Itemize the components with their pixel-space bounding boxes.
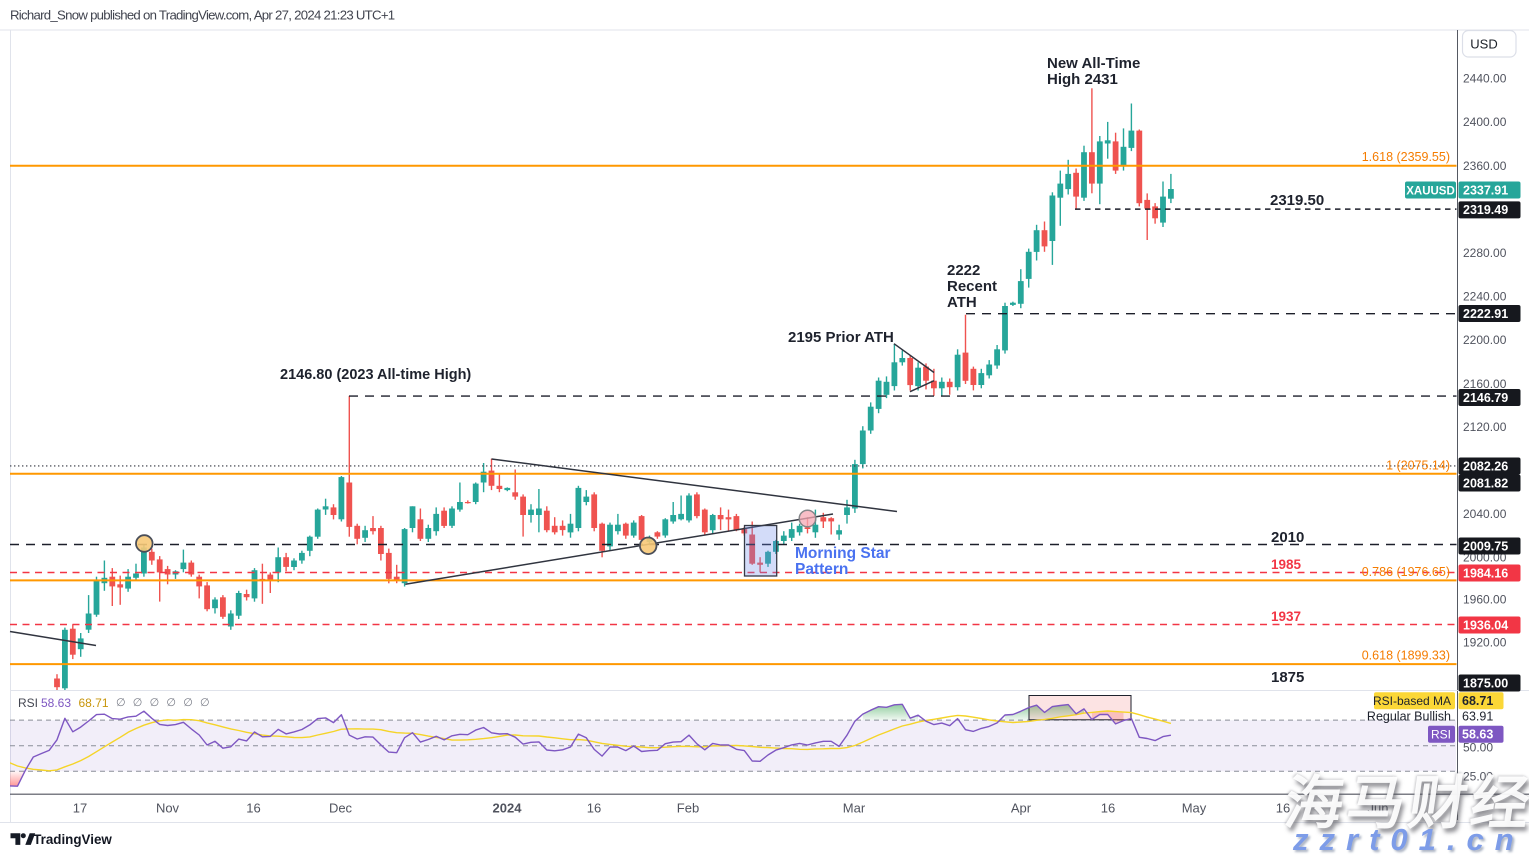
- svg-text:2120.00: 2120.00: [1463, 420, 1507, 434]
- svg-text:1937: 1937: [1271, 609, 1301, 624]
- svg-text:RSI-based MA: RSI-based MA: [1373, 694, 1451, 708]
- svg-text:2440.00: 2440.00: [1463, 72, 1507, 86]
- svg-text:XAUUSD: XAUUSD: [1406, 185, 1455, 197]
- svg-text:1936.04: 1936.04: [1463, 618, 1508, 632]
- svg-text:RSI: RSI: [1431, 728, 1451, 742]
- svg-text:2400.00: 2400.00: [1463, 115, 1507, 129]
- svg-text:1875.00: 1875.00: [1463, 676, 1508, 690]
- svg-text:2319.49: 2319.49: [1463, 203, 1508, 217]
- svg-text:1.618 (2359.55): 1.618 (2359.55): [1362, 150, 1450, 164]
- svg-text:Apr: Apr: [1011, 801, 1032, 816]
- svg-text:1920.00: 1920.00: [1463, 636, 1507, 650]
- svg-text:∅: ∅: [150, 697, 160, 709]
- svg-text:2195 Prior ATH: 2195 Prior ATH: [788, 329, 894, 346]
- svg-text:New All-Time: New All-Time: [1047, 55, 1140, 72]
- svg-text:Jun: Jun: [1368, 801, 1389, 816]
- svg-text:2024: 2024: [493, 801, 523, 816]
- svg-text:16: 16: [1276, 801, 1290, 816]
- svg-text:∅: ∅: [166, 697, 176, 709]
- svg-text:2222: 2222: [947, 262, 980, 279]
- svg-text:2319.50: 2319.50: [1270, 192, 1324, 209]
- svg-text:2081.82: 2081.82: [1463, 476, 1508, 490]
- svg-text:0.618 (1899.33): 0.618 (1899.33): [1362, 649, 1450, 663]
- svg-text:68.71: 68.71: [1462, 694, 1493, 708]
- svg-text:2360.00: 2360.00: [1463, 159, 1507, 173]
- svg-text:58.63: 58.63: [1462, 728, 1493, 742]
- svg-text:2200.00: 2200.00: [1463, 333, 1507, 347]
- svg-text:1960.00: 1960.00: [1463, 593, 1507, 607]
- svg-text:2280.00: 2280.00: [1463, 246, 1507, 260]
- svg-text:2146.79: 2146.79: [1463, 391, 1508, 405]
- svg-text:2146.80 (2023 All-time High): 2146.80 (2023 All-time High): [280, 367, 471, 383]
- svg-text:Morning Star: Morning Star: [795, 545, 891, 562]
- svg-text:Nov: Nov: [156, 801, 180, 816]
- svg-text:Richard_Snow published on Trad: Richard_Snow published on TradingView.co…: [10, 8, 395, 23]
- svg-text:Mar: Mar: [843, 801, 866, 816]
- svg-text:Recent: Recent: [947, 278, 997, 295]
- svg-text:Regular Bullish: Regular Bullish: [1367, 710, 1451, 724]
- svg-text:1984.16: 1984.16: [1463, 566, 1508, 580]
- svg-text:∅: ∅: [200, 697, 210, 709]
- svg-text:68.71: 68.71: [79, 696, 109, 710]
- svg-text:High 2431: High 2431: [1047, 71, 1118, 88]
- svg-text:25.00: 25.00: [1463, 770, 1493, 784]
- svg-text:16: 16: [587, 801, 601, 816]
- svg-text:USD: USD: [1470, 36, 1497, 51]
- svg-text:1 (2075.14): 1 (2075.14): [1386, 459, 1450, 473]
- svg-text:2040.00: 2040.00: [1463, 507, 1507, 521]
- svg-text:∅: ∅: [116, 697, 126, 709]
- svg-text:2160.00: 2160.00: [1463, 377, 1507, 391]
- svg-text:Pattern: Pattern: [795, 561, 848, 578]
- svg-text:Dec: Dec: [329, 801, 353, 816]
- svg-text:16: 16: [1101, 801, 1115, 816]
- svg-text:∅: ∅: [133, 697, 143, 709]
- svg-text:Feb: Feb: [677, 801, 699, 816]
- svg-text:2337.91: 2337.91: [1463, 183, 1508, 197]
- svg-text:2010: 2010: [1271, 529, 1304, 546]
- svg-text:1875: 1875: [1271, 669, 1304, 686]
- svg-text:RSI: RSI: [18, 696, 38, 710]
- svg-text:2240.00: 2240.00: [1463, 290, 1507, 304]
- svg-text:16: 16: [246, 801, 260, 816]
- svg-text:2009.75: 2009.75: [1463, 539, 1508, 553]
- svg-text:2082.26: 2082.26: [1463, 459, 1508, 473]
- svg-text:∅: ∅: [183, 697, 193, 709]
- svg-text:50.00: 50.00: [1463, 741, 1493, 755]
- svg-text:TradingView: TradingView: [33, 832, 112, 847]
- svg-text:17: 17: [73, 801, 87, 816]
- svg-text:58.63: 58.63: [41, 696, 71, 710]
- svg-text:ATH: ATH: [947, 294, 977, 311]
- svg-text:May: May: [1182, 801, 1207, 816]
- svg-text:0.786 (1976.65): 0.786 (1976.65): [1362, 565, 1450, 579]
- svg-text:63.91: 63.91: [1462, 710, 1493, 724]
- svg-text:1985: 1985: [1271, 557, 1302, 572]
- svg-text:2222.91: 2222.91: [1463, 307, 1508, 321]
